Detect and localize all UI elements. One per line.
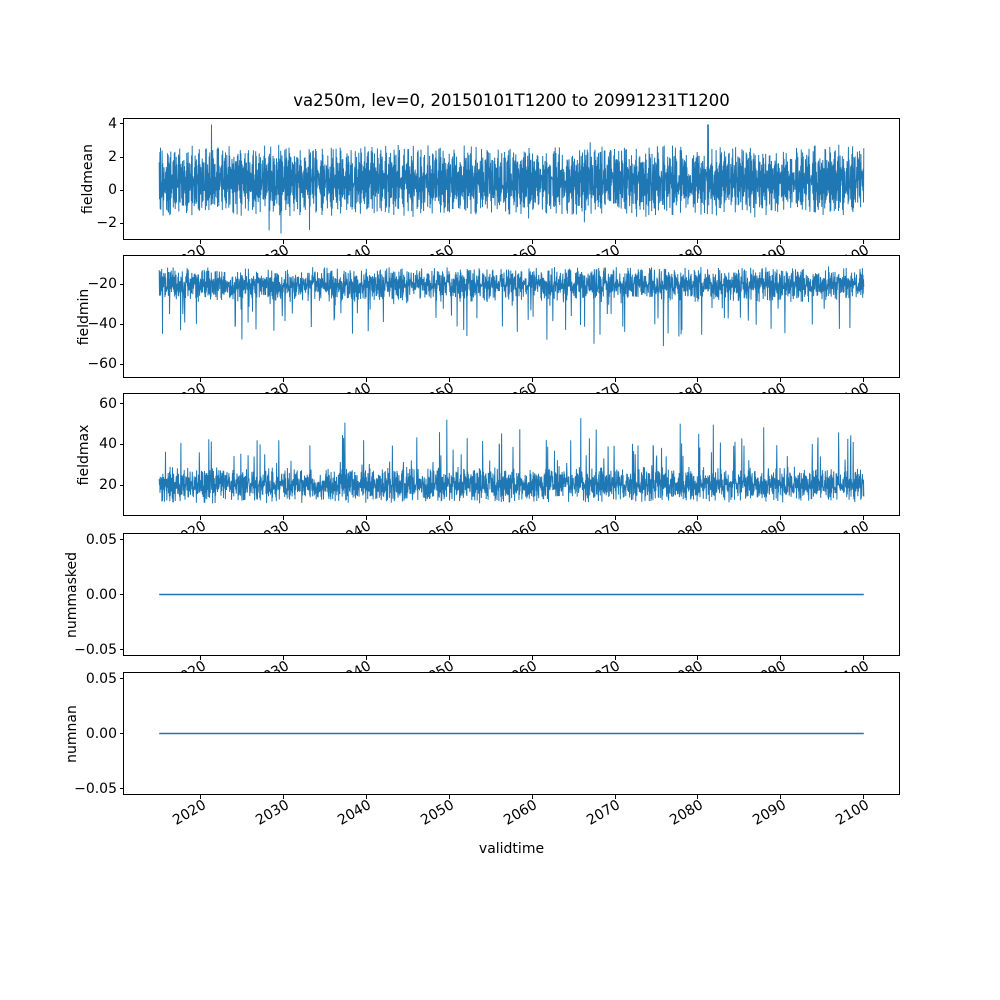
y-tick-mark [119, 484, 123, 486]
y-tick-label: 0.05 [85, 531, 117, 548]
y-tick-mark [119, 594, 123, 595]
y-tick-label: −60 [87, 356, 117, 373]
y-tick-label: −0.05 [74, 641, 117, 658]
x-tick-mark [697, 378, 699, 382]
y-tick-mark [119, 222, 123, 224]
x-tick-mark [448, 795, 450, 799]
x-tick-mark [448, 240, 450, 244]
y-tick-mark [119, 323, 123, 325]
y-tick-label: 0.00 [85, 586, 117, 603]
x-tick-mark [531, 240, 533, 244]
x-tick-mark [780, 795, 782, 799]
y-tick-label: −2 [96, 215, 117, 232]
y-tick-label: 2 [108, 149, 117, 166]
plot-area-fieldmean [158, 124, 865, 234]
series-line-fieldmax [158, 418, 865, 504]
y-tick-mark [119, 363, 123, 365]
y-tick-label: −40 [87, 316, 117, 333]
y-tick-mark [119, 733, 123, 734]
y-tick-mark [119, 189, 123, 191]
y-tick-mark [119, 156, 123, 158]
x-tick-mark [365, 378, 367, 382]
x-tick-mark [863, 656, 865, 660]
x-tick-mark [780, 656, 782, 660]
y-tick-mark [119, 539, 123, 540]
x-tick-mark [200, 795, 202, 799]
x-tick-mark [531, 656, 533, 660]
y-tick-mark [119, 403, 123, 405]
y-tick-mark [119, 649, 123, 650]
x-tick-mark [780, 378, 782, 382]
x-tick-mark [365, 795, 367, 799]
x-tick-mark [200, 656, 202, 660]
series-line-fieldmean [158, 124, 865, 234]
x-tick-mark [283, 656, 285, 660]
x-tick-mark [697, 795, 699, 799]
x-tick-mark [863, 516, 865, 520]
plot-area-nummasked [159, 593, 864, 596]
series-line-fieldmin [158, 266, 865, 347]
x-tick-mark [283, 795, 285, 799]
x-tick-mark [283, 240, 285, 244]
chart-title: va250m, lev=0, 20150101T1200 to 20991231… [293, 91, 730, 110]
subplot-fieldmax: fieldmax 6040202020203020402050206020702… [76, 393, 900, 550]
y-tick-label: −0.05 [74, 780, 117, 797]
plot-area-fieldmax [158, 418, 865, 504]
x-tick-mark [863, 795, 865, 799]
x-tick-mark [200, 378, 202, 382]
x-tick-mark [780, 516, 782, 520]
x-tick-mark [365, 240, 367, 244]
x-tick-mark [697, 656, 699, 660]
x-tick-mark [614, 240, 616, 244]
y-tick-mark [119, 283, 123, 285]
y-tick-label: 4 [108, 115, 117, 132]
y-axis-label-fieldmean: fieldmean [80, 144, 96, 214]
x-tick-mark [531, 378, 533, 382]
x-tick-mark [200, 516, 202, 520]
x-tick-mark [780, 240, 782, 244]
y-tick-mark [119, 678, 123, 679]
y-tick-mark [119, 443, 123, 445]
y-tick-label: 60 [99, 395, 117, 412]
plot-area-numnan [159, 732, 864, 735]
y-tick-label: 40 [99, 436, 117, 453]
x-tick-mark [448, 378, 450, 382]
x-tick-mark [531, 516, 533, 520]
x-tick-mark [614, 795, 616, 799]
x-tick-mark [863, 378, 865, 382]
x-axis-label: validtime [478, 841, 545, 857]
y-axis-label-nummasked: nummasked [64, 551, 80, 638]
subplot-fieldmean: fieldmean 420−22020203020402050206020702… [80, 116, 900, 274]
x-tick-mark [531, 795, 533, 799]
subplot-numnan: numnan 0.05 0.00 −0.05 2020 2030 2040 2050 2060… [64, 671, 900, 829]
y-tick-mark [119, 788, 123, 789]
y-tick-mark [119, 123, 123, 125]
x-tick-mark [697, 240, 699, 244]
subplot-fieldmin: fieldmin −20−40−602020203020402050206020… [76, 255, 900, 412]
x-tick-mark [365, 516, 367, 520]
y-axis-label-numnan: numnan [64, 704, 80, 763]
plot-area-fieldmin [158, 266, 865, 347]
x-tick-mark [614, 516, 616, 520]
x-tick-mark [614, 656, 616, 660]
x-tick-mark [448, 516, 450, 520]
subplot-nummasked: nummasked 0.050.00−0.0520202030204020502… [64, 532, 900, 690]
y-tick-label: 0.00 [85, 725, 117, 742]
y-tick-label: −20 [87, 276, 117, 293]
x-tick-mark [448, 656, 450, 660]
x-tick-mark [365, 656, 367, 660]
x-tick-mark [697, 516, 699, 520]
x-tick-mark [283, 378, 285, 382]
x-tick-mark [863, 240, 865, 244]
y-axis-label-fieldmax: fieldmax [76, 424, 92, 485]
x-tick-mark [614, 378, 616, 382]
y-tick-label: 0 [108, 182, 117, 199]
x-tick-mark [200, 240, 202, 244]
y-tick-label: 20 [99, 477, 117, 494]
x-tick-mark [283, 516, 285, 520]
y-tick-label: 0.05 [85, 670, 117, 687]
